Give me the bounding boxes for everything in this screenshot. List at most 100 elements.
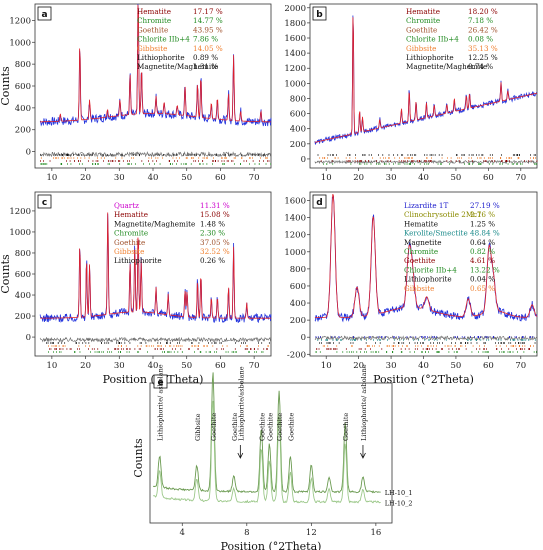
peak-annotation: Goethite [276,413,284,441]
legend-name: Gibbsite [406,44,436,53]
legend-value: 12.25 % [468,53,498,62]
x-tick-label: 8 [244,528,249,538]
y-tick-label: 0 [26,148,31,158]
y-tick-label: 600 [290,110,306,120]
legend-name: Chlorite IIb+4 [137,35,190,44]
y-tick-label: 800 [290,265,306,275]
legend-name: Chromite [137,16,171,25]
x-tick-label: 70 [515,173,526,183]
y-tick-label: 1600 [284,34,306,44]
y-tick-label: 400 [15,104,31,114]
legend-name: Lithiophorite [114,256,162,265]
legend-value: 7.86 % [193,35,218,44]
x-tick-label: 40 [148,173,159,183]
series-line [152,400,381,504]
difference-curve [39,151,272,158]
legend-value: 11.31 % [200,201,230,210]
x-tick-label: 30 [386,361,397,371]
legend-name: Hematite [406,7,440,16]
legend-name: Kerolite/Smectite [404,229,468,238]
x-tick-label: 40 [418,173,429,183]
y-axis-label: Counts [0,66,12,106]
peak-annotation: Gibbsite [194,413,202,441]
difference-curve [314,335,538,342]
y-tick-label: 1000 [284,79,306,89]
legend-value: 1.48 % [200,219,225,228]
y-tick-label: 1800 [284,19,306,29]
legend-value: 0.04 % [470,275,495,284]
x-tick-label: 4 [180,528,185,538]
panel-tag-box [37,6,52,21]
panel-a: 10 20 30 40 50 60 70 0 200 400 600 800 1000 1200 Count… [0,3,272,183]
x-tick-label: 20 [80,173,91,183]
x-tick-label: 10 [321,173,332,183]
legend-name: Chlorite IIb+4 [406,35,459,44]
legend-value: 14.77 % [193,16,223,25]
calculated-pattern [314,17,538,143]
x-tick-label: 30 [386,173,397,183]
legend-value: 0.65 % [470,284,495,293]
legend-name: Magnetite [404,238,441,247]
observed-pattern [314,195,538,323]
series-label: LH-10_1 [385,489,413,497]
y-tick-label: 1000 [284,248,306,258]
panel-tag-box [153,374,168,389]
y-tick-label: 200 [290,316,306,326]
observed-pattern [39,213,272,324]
legend-name: Quartz [114,201,139,210]
legend-name: Lizardite 1T [404,201,448,210]
x-tick-label: 30 [114,361,125,371]
legend: Quartz 11.31 % Hematite 15.08 % Magnetite/Ma… [114,201,230,265]
legend-value: 0.26 % [200,256,225,265]
panel-tag: e [157,378,163,388]
legend-value: 17.17 % [193,7,223,16]
legend-name: Chlorite IIb+4 [404,265,457,274]
arrow-icon [237,445,244,459]
y-tick-label: 0 [26,333,31,343]
y-tick-label: 1400 [284,214,306,224]
legend-value: 32.52 % [200,247,230,256]
x-tick-label: 70 [515,361,526,371]
peak-annotation: Goethite [266,413,274,441]
y-tick-label: 1000 [9,38,31,48]
x-tick-label: 70 [249,361,260,371]
legend-value: 0.89 % [193,53,218,62]
legend-value: 2.76 % [470,210,495,219]
legend-name: Hematite [137,7,171,16]
calculated-pattern [40,4,271,123]
y-tick-label: 600 [290,282,306,292]
x-tick-label: 50 [451,361,462,371]
panel-b: 10 20 30 40 50 60 70 0 200 400 600 800 1000 1200 1400 1… [284,3,538,183]
peak-annotation: Goethite [342,413,350,441]
legend: Hematite 18.20 % Chromite 7.18 % Goethite 26.… [406,7,498,71]
y-tick-label: 1400 [284,49,306,59]
y-axis-label: Counts [132,438,145,478]
x-tick-label: 10 [321,361,332,371]
y-tick-label: 600 [15,270,31,280]
legend-name: Lithiophorite [404,275,452,284]
legend-name: Gibbsite [114,247,144,256]
x-tick-label: 12 [306,528,317,538]
legend-name: Gibbsite [404,284,434,293]
y-tick-label: 1200 [9,16,31,26]
peak-annotation: Goethite [258,413,266,441]
legend-name: Magnetite/Maghemite [137,62,218,71]
panel-tag: c [42,198,47,208]
legend-value: 1.25 % [470,219,495,228]
legend-name: Chromite [406,16,440,25]
legend: Hematite 17.17 % Chromite 14.77 % Goethite 43… [137,7,223,71]
y-tick-label: 1200 [284,64,306,74]
plot-frame [149,382,393,524]
peak-annotation: Lithiophorite/asbolane [237,366,245,441]
x-tick-label: 10 [46,173,57,183]
x-tick-label: 40 [148,361,159,371]
y-tick-label: 400 [290,299,306,309]
legend-name: Hematite [114,210,148,219]
x-tick-label: 50 [451,173,462,183]
calculated-pattern [314,193,538,318]
y-tick-label: 0 [301,333,306,343]
y-tick-label: 0 [301,155,306,165]
panel-c: 10 20 30 40 50 60 70 0 200 400 600 800 1000 1200 Count… [0,191,272,386]
difference-curve [39,336,272,343]
legend-name: Goethite [404,256,435,265]
